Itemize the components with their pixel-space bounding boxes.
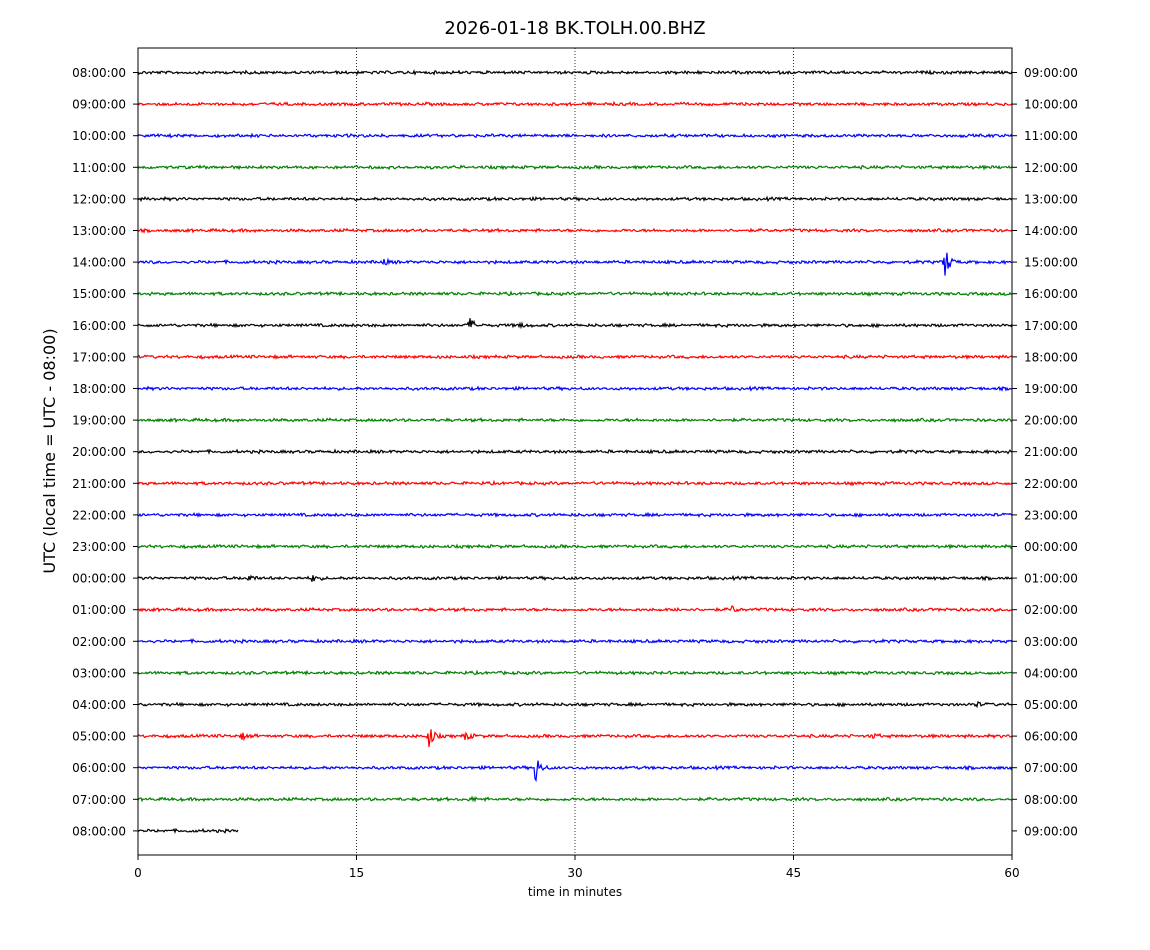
plot-frame	[137, 47, 1013, 856]
trace-row-21	[137, 729, 1013, 747]
right-tick-label-13: 22:00:00	[1024, 477, 1078, 491]
x-tick-label-2: 30	[567, 866, 582, 880]
trace-row-12	[137, 448, 1013, 455]
x-tick-label-3: 45	[786, 866, 801, 880]
left-tick-label-15: 23:00:00	[72, 540, 126, 554]
left-tick-label-20: 04:00:00	[72, 698, 126, 712]
right-tick-label-20: 05:00:00	[1024, 698, 1078, 712]
right-tick-label-8: 17:00:00	[1024, 319, 1078, 333]
left-tick-label-22: 06:00:00	[72, 761, 126, 775]
trace-row-13	[137, 479, 1013, 487]
right-tick-label-0: 09:00:00	[1024, 66, 1078, 80]
right-tick-label-7: 16:00:00	[1024, 287, 1078, 301]
left-tick-label-17: 01:00:00	[72, 603, 126, 617]
right-tick-label-24: 09:00:00	[1024, 824, 1078, 838]
right-tick-label-17: 02:00:00	[1024, 603, 1078, 617]
right-tick-label-11: 20:00:00	[1024, 414, 1078, 428]
left-tick-label-0: 08:00:00	[72, 66, 126, 80]
right-tick-label-1: 10:00:00	[1024, 98, 1078, 112]
trace-row-9	[137, 353, 1013, 361]
right-tick-label-4: 13:00:00	[1024, 192, 1078, 206]
trace-row-4	[137, 195, 1013, 203]
traces	[137, 69, 1013, 834]
y-axis-label: UTC (local time = UTC - 08:00)	[40, 328, 59, 573]
trace-row-17	[137, 605, 1013, 613]
right-tick-label-22: 07:00:00	[1024, 761, 1078, 775]
left-tick-label-7: 15:00:00	[72, 287, 126, 301]
left-tick-label-10: 18:00:00	[72, 382, 126, 396]
x-tick-label-4: 60	[1004, 866, 1019, 880]
left-tick-label-8: 16:00:00	[72, 319, 126, 333]
trace-row-8	[137, 318, 1013, 330]
right-tick-label-15: 00:00:00	[1024, 540, 1078, 554]
left-tick-labels: 08:00:00 09:00:00 10:00:00 11:00:00 12:00:00…	[72, 66, 138, 838]
trace-row-7	[137, 290, 1013, 297]
trace-row-6	[137, 252, 1012, 276]
right-tick-label-3: 12:00:00	[1024, 161, 1078, 175]
trace-row-3	[137, 164, 1013, 171]
chart-title: 2026-01-18 BK.TOLH.00.BHZ	[444, 18, 705, 39]
trace-row-1	[137, 100, 1013, 108]
right-tick-label-12: 21:00:00	[1024, 445, 1078, 459]
trace-row-23	[137, 795, 1013, 803]
trace-row-19	[137, 669, 1013, 677]
trace-row-5	[137, 227, 1013, 234]
left-tick-label-14: 22:00:00	[72, 508, 126, 522]
right-tick-label-19: 04:00:00	[1024, 666, 1078, 680]
trace-row-14	[137, 511, 1013, 518]
trace-row-18	[137, 637, 1013, 645]
trace-row-22	[137, 760, 1013, 783]
left-tick-label-2: 10:00:00	[72, 129, 126, 143]
left-tick-label-3: 11:00:00	[72, 161, 126, 175]
left-tick-label-6: 14:00:00	[72, 256, 126, 270]
left-tick-label-21: 05:00:00	[72, 730, 126, 744]
right-tick-label-9: 18:00:00	[1024, 350, 1078, 364]
trace-row-20	[137, 700, 1013, 709]
left-tick-label-13: 21:00:00	[72, 477, 126, 491]
left-tick-label-1: 09:00:00	[72, 98, 126, 112]
left-tick-label-11: 19:00:00	[72, 414, 126, 428]
right-tick-label-6: 15:00:00	[1024, 256, 1078, 270]
left-tick-label-5: 13:00:00	[72, 224, 126, 238]
left-tick-label-9: 17:00:00	[72, 350, 126, 364]
x-axis: 0 15 30 45 60	[134, 855, 1020, 880]
right-tick-label-14: 23:00:00	[1024, 508, 1078, 522]
left-tick-label-4: 12:00:00	[72, 192, 126, 206]
right-tick-labels: 09:00:00 10:00:00 11:00:00 12:00:00 13:00:00…	[1012, 66, 1078, 838]
left-tick-label-18: 02:00:00	[72, 635, 126, 649]
left-tick-label-23: 07:00:00	[72, 793, 126, 807]
x-tick-label-1: 15	[349, 866, 364, 880]
right-tick-label-23: 08:00:00	[1024, 793, 1078, 807]
left-tick-label-12: 20:00:00	[72, 445, 126, 459]
right-tick-label-21: 06:00:00	[1024, 730, 1078, 744]
right-tick-label-18: 03:00:00	[1024, 635, 1078, 649]
x-tick-label-0: 0	[134, 866, 142, 880]
left-tick-label-24: 08:00:00	[72, 824, 126, 838]
trace-row-16	[137, 574, 1013, 582]
trace-row-2	[137, 132, 1013, 139]
right-tick-label-5: 14:00:00	[1024, 224, 1078, 238]
trace-row-15	[137, 543, 1013, 550]
left-tick-label-16: 00:00:00	[72, 572, 126, 586]
trace-row-0	[137, 69, 1013, 76]
trace-row-24	[137, 827, 239, 834]
right-tick-label-2: 11:00:00	[1024, 129, 1078, 143]
x-axis-label: time in minutes	[528, 885, 622, 899]
right-tick-label-16: 01:00:00	[1024, 572, 1078, 586]
trace-row-10	[137, 385, 1013, 392]
right-tick-label-10: 19:00:00	[1024, 382, 1078, 396]
grid-lines	[356, 48, 794, 855]
left-tick-label-19: 03:00:00	[72, 666, 126, 680]
trace-row-11	[137, 417, 1013, 424]
